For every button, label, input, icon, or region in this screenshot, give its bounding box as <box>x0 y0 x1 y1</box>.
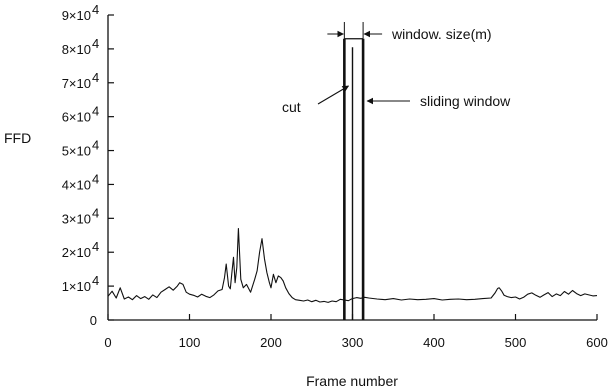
y-tick-label: 5×10 <box>62 144 91 159</box>
y-tick-label: 7×10 <box>62 76 91 91</box>
y-tick-label: 1×10 <box>62 279 91 294</box>
y-tick-label: 0 <box>90 313 97 328</box>
plot-area <box>107 227 598 303</box>
y-tick-label: 9×10 <box>62 8 91 23</box>
y-tick-label-exponent: 4 <box>92 239 99 254</box>
y-tick-label: 2×10 <box>62 245 91 260</box>
x-axis-ticks: 0 100 200 300 400 500 600 <box>104 314 608 350</box>
ffd-series-line <box>107 227 598 303</box>
x-tick-label: 300 <box>342 335 364 350</box>
window-size-label: window. size(m) <box>391 26 492 42</box>
x-tick-label: 200 <box>260 335 282 350</box>
y-tick-label-exponent: 4 <box>92 70 99 85</box>
y-tick-label-exponent: 4 <box>92 104 99 119</box>
sliding-window-label: sliding window <box>420 93 511 109</box>
cut-label: cut <box>282 99 301 115</box>
y-tick-label: 3×10 <box>62 211 91 226</box>
x-tick-label: 500 <box>505 335 527 350</box>
y-axis-label: FFD <box>4 130 31 146</box>
y-tick-label-exponent: 4 <box>92 138 99 153</box>
cut-arrow <box>317 85 350 105</box>
y-tick-label: 6×10 <box>62 110 91 125</box>
y-tick-label-exponent: 4 <box>92 2 99 17</box>
x-tick-label: 400 <box>423 335 445 350</box>
x-tick-label: 100 <box>179 335 201 350</box>
x-tick-label: 600 <box>586 335 608 350</box>
y-axis-ticks: 01×10 42×10 43×10 44×10 45×10 46×10 47×10 48×10… <box>62 2 114 328</box>
y-tick-label: 4×10 <box>62 177 91 192</box>
y-tick-label: 8×10 <box>62 42 91 57</box>
y-tick-label-exponent: 4 <box>92 171 99 186</box>
y-tick-label-exponent: 4 <box>92 205 99 220</box>
x-axis-label: Frame number <box>306 373 398 389</box>
y-tick-label-exponent: 4 <box>92 36 99 51</box>
x-tick-label: 0 <box>104 335 111 350</box>
y-tick-label-exponent: 4 <box>92 273 99 288</box>
annotations: window. size(m) sliding window cut <box>282 22 511 320</box>
